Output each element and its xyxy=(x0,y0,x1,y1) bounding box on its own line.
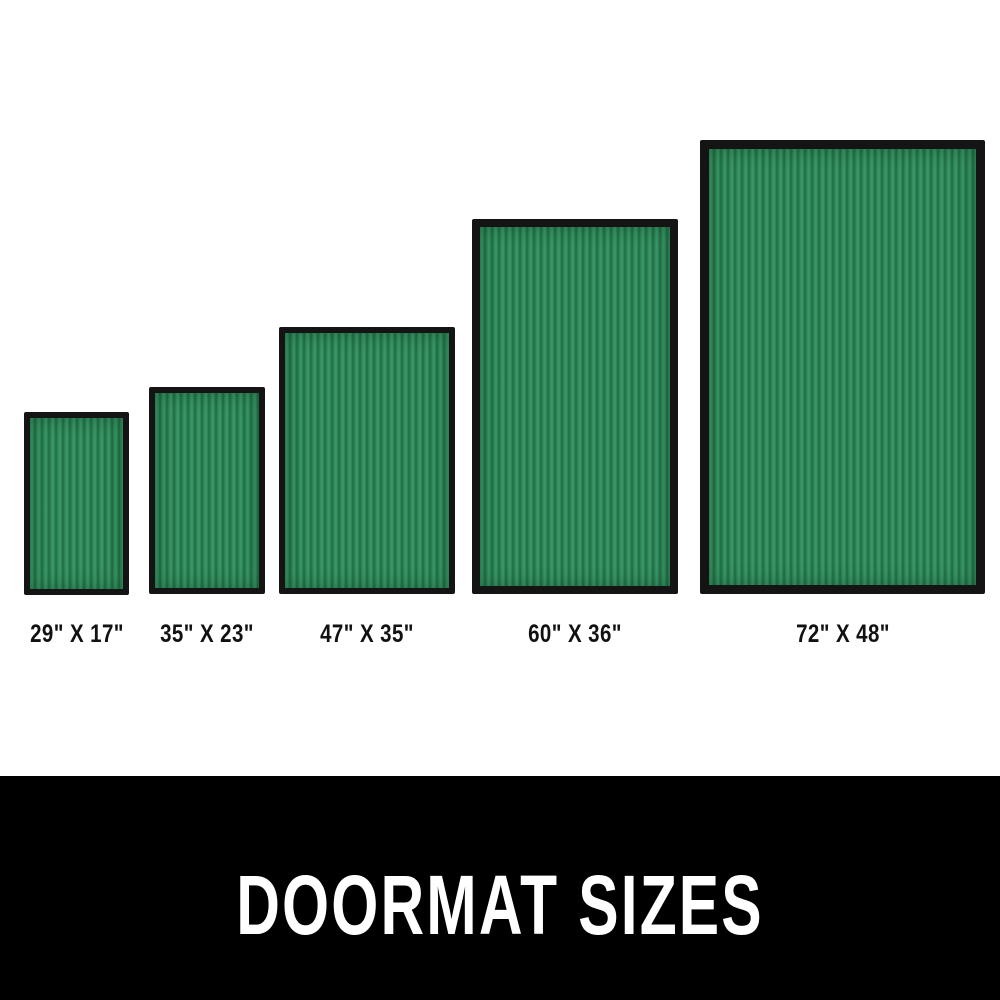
doormat-5 xyxy=(700,140,985,594)
doormat-pile xyxy=(709,149,976,585)
banner-title: DOORMAT SIZES xyxy=(236,858,764,952)
doormat-pile xyxy=(30,418,123,589)
size-label: 60" X 36" xyxy=(528,620,622,648)
doormat-pile xyxy=(285,333,449,588)
doormat-1 xyxy=(24,412,129,595)
doormat-2 xyxy=(149,387,265,594)
doormat-3 xyxy=(279,327,455,594)
size-label: 47" X 35" xyxy=(320,620,414,648)
size-label: 72" X 48" xyxy=(796,620,890,648)
size-label: 35" X 23" xyxy=(160,620,254,648)
doormat-pile xyxy=(155,393,259,588)
size-label: 29" X 17" xyxy=(30,620,124,648)
doormat-pile xyxy=(480,227,670,586)
doormat-4 xyxy=(472,219,678,594)
title-banner xyxy=(0,776,1000,1000)
